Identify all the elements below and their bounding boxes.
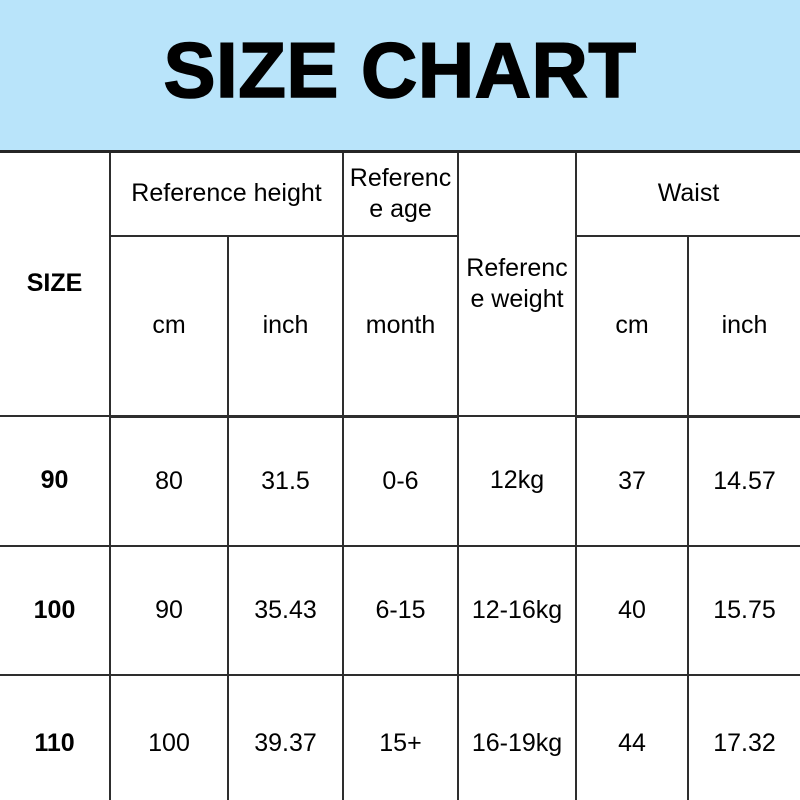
table-row-size-110: 110 100 39.37 15+ 16-19kg 44 17.32 [0,674,800,800]
cell-size: 90 [0,415,111,547]
cell-waist-cm: 40 [575,545,689,676]
subheader-height-inch: inch [227,235,344,418]
cell-height-cm: 100 [109,674,229,800]
banner: SIZE CHART [0,0,800,153]
cell-height-inch: 31.5 [227,415,344,547]
header-reference-age: Referenc e age [342,153,459,237]
cell-height-cm: 80 [109,415,229,547]
cell-waist-cm: 37 [575,415,689,547]
cell-weight: 16-19kg [457,674,577,800]
cell-age-month: 6-15 [342,545,459,676]
subheader-waist-cm: cm [575,235,689,418]
cell-waist-inch: 17.32 [686,674,800,800]
page-title: SIZE CHART [163,25,637,115]
cell-age-month: 0-6 [342,415,459,547]
table-row-size-90: 90 80 31.5 0-6 12kg 37 14.57 [0,415,800,547]
cell-waist-inch: 15.75 [686,545,800,676]
subheader-height-cm: cm [110,235,229,418]
cell-waist-inch: 14.57 [686,415,800,547]
cell-height-inch: 39.37 [227,674,344,800]
header-reference-height: Reference height [109,153,344,237]
cell-weight: 12kg [457,415,577,547]
subheader-age-month: month [342,235,459,418]
header-row-units: cm inch month cm inch [0,235,800,418]
cell-height-inch: 35.43 [227,545,344,676]
cell-weight: 12-16kg [457,545,577,676]
header-reference-weight: Referenc e weight [457,153,577,417]
size-chart-table: SIZE Reference height Referenc e age Ref… [0,153,800,800]
header-waist: Waist [574,153,800,237]
table-row-size-100: 100 90 35.43 6-15 12-16kg 40 15.75 [0,545,800,676]
cell-size: 110 [0,674,111,800]
header-size: SIZE [0,153,111,417]
cell-waist-cm: 44 [575,674,689,800]
cell-height-cm: 90 [109,545,229,676]
header-row-groups: SIZE Reference height Referenc e age Ref… [0,153,800,417]
subheader-waist-inch: inch [686,235,800,418]
cell-size: 100 [0,545,111,676]
cell-age-month: 15+ [342,674,459,800]
